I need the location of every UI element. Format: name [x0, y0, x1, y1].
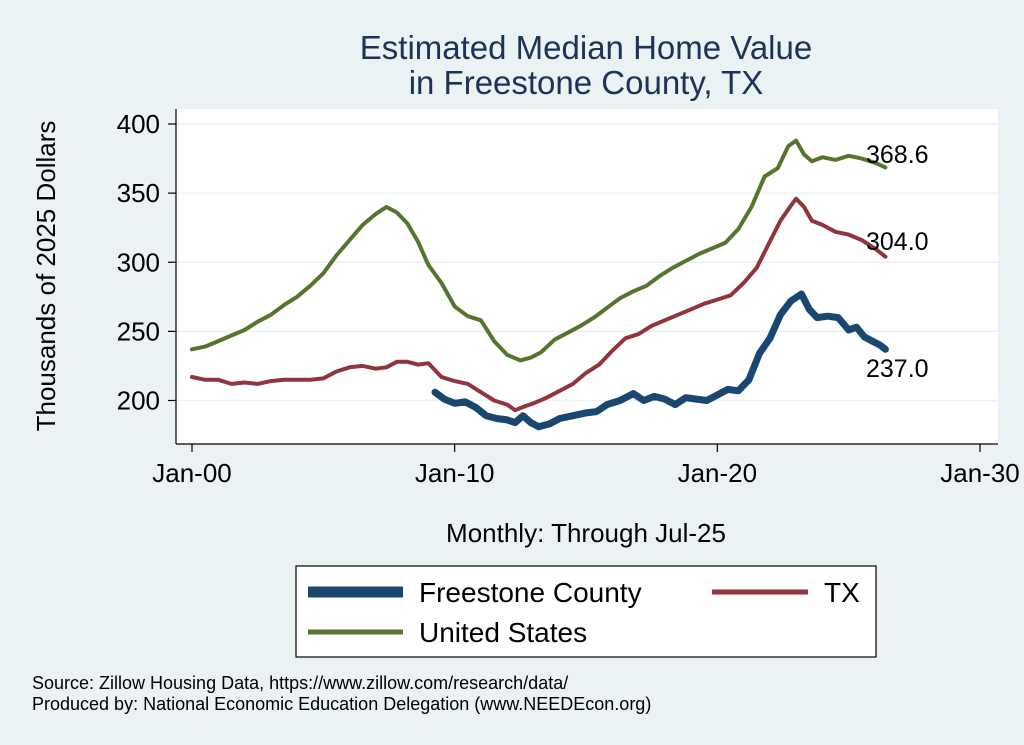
end-label-us: 368.6	[866, 141, 929, 169]
chart-title-line-2: in Freestone County, TX	[409, 64, 764, 101]
x-tick-label: Jan-00	[152, 458, 232, 488]
x-axis-label: Monthly: Through Jul-25	[446, 518, 726, 548]
end-label-tx: 304.0	[866, 228, 929, 256]
y-tick-label: 400	[117, 109, 160, 139]
legend-box	[295, 565, 877, 658]
series-lines	[190, 138, 889, 431]
plot-area	[176, 109, 998, 444]
produced-by-note: Produced by: National Economic Education…	[32, 694, 651, 714]
x-tick-label: Jan-30	[940, 458, 1020, 488]
y-axis-label: Thousands of 2025 Dollars	[31, 121, 61, 432]
y-tick-label: 200	[117, 386, 160, 416]
x-tick-label: Jan-20	[678, 458, 758, 488]
y-tick-label: 250	[117, 316, 160, 346]
y-axis-ticks: 200 250 300 350 400	[117, 109, 176, 416]
end-label-freestone: 237.0	[866, 355, 929, 383]
x-axis-ticks: Jan-00 Jan-10 Jan-20 Jan-30	[152, 444, 1020, 488]
legend-label-us: United States	[419, 617, 587, 648]
y-tick-label: 350	[117, 178, 160, 208]
chart-title-line-1: Estimated Median Home Value	[360, 29, 812, 66]
y-tick-label: 300	[117, 247, 160, 277]
series-line-tx	[190, 196, 888, 413]
series-end-labels: 237.0 304.0 368.6	[866, 141, 929, 383]
x-tick-label: Jan-10	[415, 458, 495, 488]
legend-label-tx: TX	[824, 577, 860, 608]
source-note: Source: Zillow Housing Data, https://www…	[32, 673, 568, 693]
legend-label-freestone: Freestone County	[419, 577, 642, 608]
series-line-us	[190, 138, 888, 363]
series-line-freestone	[431, 290, 889, 431]
legend: Freestone County TX United States	[295, 565, 877, 658]
